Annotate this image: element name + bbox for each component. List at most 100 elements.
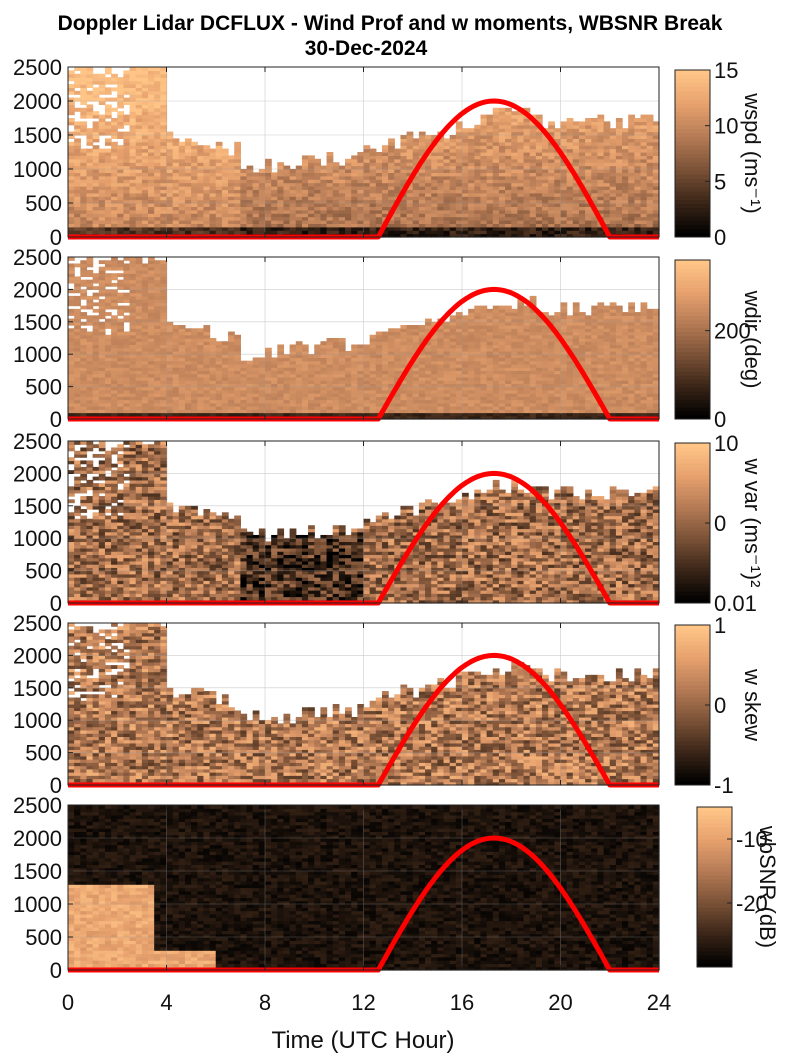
heatmap-cell — [203, 182, 211, 187]
heatmap-cell — [80, 260, 88, 265]
heatmap-cell — [148, 118, 155, 122]
heatmap-cell — [74, 199, 81, 204]
heatmap-cell — [425, 182, 432, 187]
heatmap-cell — [178, 216, 186, 221]
heatmap-cell — [92, 169, 100, 173]
heatmap-cell — [246, 165, 254, 170]
heatmap-cell — [381, 209, 389, 214]
heatmap-cell — [462, 148, 469, 153]
heatmap-cell — [265, 230, 272, 235]
heatmap-cell — [209, 203, 217, 207]
heatmap-cell — [271, 182, 278, 187]
heatmap-cell — [98, 230, 106, 235]
heatmap-cell — [332, 216, 340, 221]
heatmap-cell — [191, 145, 198, 150]
heatmap-cell — [178, 230, 186, 235]
heatmap-cell — [320, 216, 328, 221]
heatmap-cell — [425, 226, 432, 231]
heatmap-cell — [154, 111, 161, 116]
heatmap-cell — [265, 165, 272, 170]
heatmap-cell — [603, 182, 611, 187]
heatmap-cell — [197, 158, 205, 163]
heatmap-cell — [166, 141, 174, 146]
heatmap-cell — [203, 155, 211, 160]
figure-title-line2: 30-Dec-2024 — [305, 37, 428, 60]
heatmap-cell — [74, 121, 81, 126]
heatmap-cell — [80, 67, 88, 71]
heatmap-cell — [154, 145, 161, 150]
heatmap-cell — [289, 175, 297, 180]
heatmap-cell — [345, 216, 352, 221]
heatmap-cell — [215, 192, 223, 197]
heatmap-cell — [80, 223, 88, 228]
heatmap-cell — [597, 141, 605, 146]
heatmap-cell — [314, 344, 322, 349]
colorbar-step — [675, 86, 710, 92]
heatmap-cell — [449, 141, 457, 146]
heatmap-cell — [406, 209, 414, 214]
heatmap-cell — [135, 104, 143, 109]
heatmap-cell — [418, 216, 426, 221]
heatmap-cell — [123, 145, 131, 150]
heatmap-cell — [209, 182, 217, 187]
heatmap-cell — [98, 299, 106, 303]
heatmap-cell — [548, 216, 555, 221]
heatmap-cell — [160, 114, 168, 119]
heatmap-cell — [246, 192, 254, 197]
heatmap-cell — [148, 206, 155, 211]
heatmap-cell — [160, 87, 168, 92]
heatmap-cell — [74, 107, 81, 112]
heatmap-cell — [203, 148, 211, 153]
heatmap-cell — [523, 226, 531, 231]
heatmap-cell — [104, 196, 112, 201]
heatmap-cell — [578, 226, 586, 231]
heatmap-cell — [197, 199, 205, 204]
heatmap-cell — [221, 196, 229, 201]
heatmap-cell — [295, 182, 303, 187]
heatmap-cell — [271, 206, 278, 211]
heatmap-cell — [246, 172, 254, 177]
heatmap-cell — [640, 182, 648, 187]
heatmap-cell — [104, 289, 112, 294]
heatmap-cell — [628, 175, 635, 180]
heatmap-cell — [228, 203, 235, 207]
heatmap-cell — [338, 192, 346, 197]
heatmap-cell — [468, 192, 475, 197]
heatmap-cell — [123, 162, 131, 167]
heatmap-cell — [425, 135, 432, 139]
heatmap-cell — [603, 158, 611, 163]
heatmap-cell — [172, 213, 180, 218]
heatmap-cell — [191, 165, 198, 170]
heatmap-cell — [160, 90, 168, 95]
heatmap-cell — [529, 209, 537, 214]
heatmap-cell — [86, 226, 94, 231]
heatmap-cell — [277, 182, 285, 187]
heatmap-cell — [375, 209, 383, 214]
heatmap-cell — [98, 128, 106, 133]
heatmap-cell — [535, 182, 543, 187]
heatmap-cell — [283, 165, 291, 170]
heatmap-cell — [92, 192, 100, 197]
heatmap-cell — [141, 230, 149, 235]
heatmap-cell — [338, 226, 346, 231]
heatmap-cell — [246, 220, 254, 224]
heatmap-cell — [154, 220, 161, 224]
heatmap-cell — [123, 230, 131, 235]
heatmap-cell — [345, 158, 352, 163]
heatmap-cell — [80, 289, 88, 294]
heatmap-cell — [104, 114, 112, 119]
heatmap-cell — [80, 182, 88, 187]
heatmap-cell — [123, 179, 131, 184]
heatmap-cell — [492, 141, 500, 146]
heatmap-cell — [123, 138, 131, 143]
heatmap-cell — [80, 312, 88, 316]
heatmap-cell — [345, 175, 352, 180]
heatmap-cell — [104, 155, 112, 160]
heatmap-cell — [628, 141, 635, 146]
heatmap-cell — [523, 158, 531, 163]
heatmap-cell — [104, 203, 112, 207]
heatmap-cell — [104, 334, 112, 339]
heatmap-cell — [191, 226, 198, 231]
heatmap-cell — [283, 213, 291, 218]
